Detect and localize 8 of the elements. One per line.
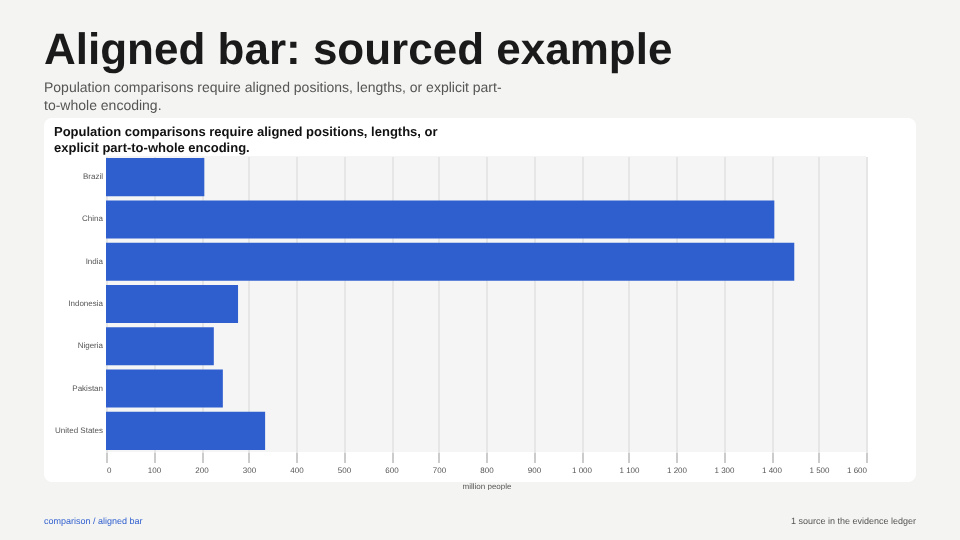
bar bbox=[106, 284, 239, 324]
chart-title: Aligned bar: sourced example bbox=[44, 24, 673, 76]
bar bbox=[106, 242, 795, 281]
bar bbox=[106, 158, 205, 197]
bar bbox=[106, 200, 775, 239]
bar bbox=[106, 327, 214, 366]
bar bbox=[106, 411, 266, 450]
bar bbox=[106, 369, 223, 408]
